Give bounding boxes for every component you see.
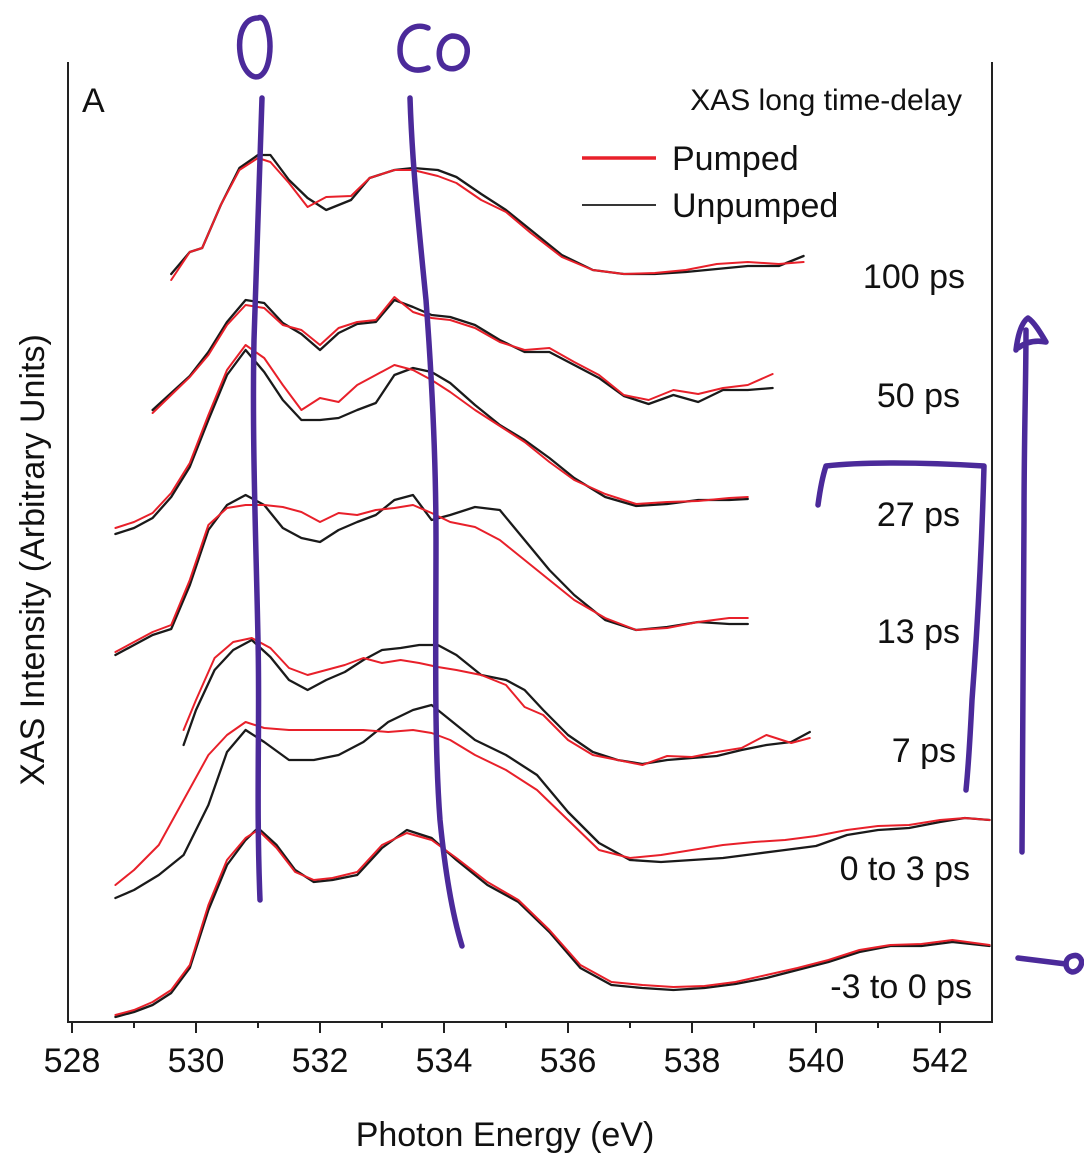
trace-3-to-0-ps [114, 826, 991, 1019]
panel-label: A [82, 82, 105, 120]
unpumped-line-27-ps [114, 348, 749, 536]
x-tick-label: 532 [292, 1042, 349, 1080]
handwritten-co [397, 23, 431, 73]
trace-13-ps [114, 493, 749, 657]
plot-frame [67, 62, 993, 1023]
pumped-line-3-to-0-ps [114, 829, 991, 1016]
bracket-27-to-7 [815, 460, 987, 793]
x-tick-label: 538 [664, 1042, 721, 1080]
handwritten-o [236, 14, 273, 80]
handwritten-co [436, 33, 470, 72]
pumped-line-7-ps [182, 637, 811, 766]
trace-label-100-ps: 100 ps [863, 258, 965, 296]
legend-label-unpumped: Unpumped [672, 187, 838, 225]
trace-50-ps [151, 296, 774, 414]
x-tick-label: 534 [416, 1042, 473, 1080]
unpumped-line-3-to-0-ps [114, 826, 991, 1019]
trace-label-0-to-3-ps: 0 to 3 ps [840, 850, 970, 888]
trace-label-50-ps: 50 ps [877, 377, 960, 415]
o-marker-line [250, 95, 265, 903]
legend-label-pumped: Pumped [672, 140, 799, 178]
x-tick-label: 536 [540, 1042, 597, 1080]
trace-label-13-ps: 13 ps [877, 613, 960, 651]
pumped-line-0-to-3-ps [114, 721, 991, 886]
pumped-line-13-ps [114, 504, 749, 653]
unpumped-line-0-to-3-ps [114, 703, 991, 900]
trace-0-to-3-ps [114, 703, 991, 900]
unpumped-line-7-ps [182, 638, 811, 766]
trace-7-ps [182, 637, 811, 766]
pumped-line-50-ps [151, 296, 774, 414]
unpumped-line-100-ps [170, 153, 805, 276]
pumped-line-100-ps [170, 157, 805, 281]
x-tick-label: 540 [788, 1042, 845, 1080]
trace-100-ps [170, 153, 805, 281]
trace-label-7-ps: 7 ps [892, 732, 956, 770]
pumped-line-27-ps [114, 344, 749, 529]
trace-27-ps [114, 344, 749, 536]
unpumped-line-13-ps [114, 493, 749, 657]
x-tick-label: 530 [168, 1042, 225, 1080]
y-axis-label: XAS Intensity (Arbitrary Units) [14, 334, 52, 786]
small-o-mark [1063, 952, 1084, 975]
x-tick-label: 542 [912, 1042, 969, 1080]
x-tick-label: 528 [44, 1042, 101, 1080]
trace-label-27-ps: 27 ps [877, 496, 960, 534]
time-arrow [1013, 315, 1049, 855]
arrow-to-o [1015, 955, 1069, 967]
x-axis-label: Photon Energy (eV) [356, 1116, 655, 1154]
co-marker-line [407, 95, 465, 949]
unpumped-line-50-ps [151, 298, 774, 412]
chart-title: XAS long time-delay [690, 84, 962, 117]
trace-label-3-to-0-ps: -3 to 0 ps [830, 968, 972, 1006]
